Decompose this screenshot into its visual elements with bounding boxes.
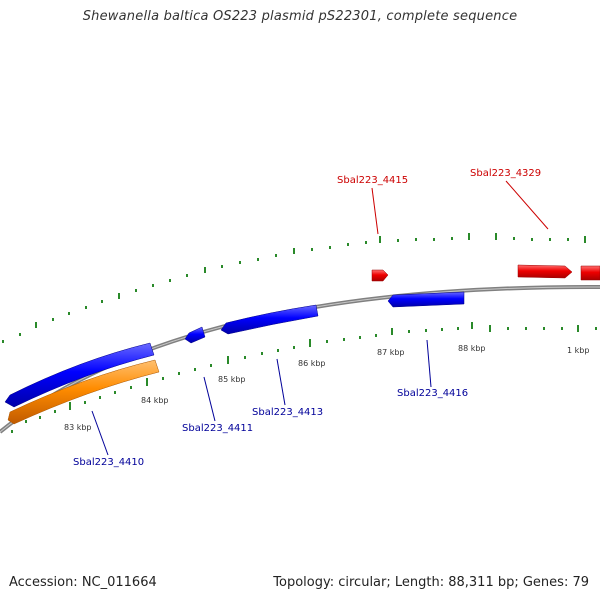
reverse-strand-genes: [4, 291, 465, 425]
tick-label-1kbp: 1 kbp: [567, 346, 589, 355]
gene-forward-edge[interactable]: [580, 265, 600, 281]
gene-label-sbal223-4415: Sbal223_4415: [337, 175, 408, 186]
accession-label: Accession: NC_011664: [9, 575, 157, 590]
tick-label-84kbp: 84 kbp: [141, 396, 169, 405]
gene-label-sbal223-4411: Sbal223_4411: [182, 423, 253, 434]
gene-sbal223-4410-orange[interactable]: [7, 359, 160, 425]
tick-label-85kbp: 85 kbp: [218, 375, 246, 384]
gene-label-sbal223-4410: Sbal223_4410: [73, 457, 144, 468]
topology-label: Topology: circular; Length: 88,311 bp; G…: [273, 575, 589, 590]
outer-tick-ring: [2, 233, 586, 343]
gene-sbal223-4411[interactable]: [184, 326, 206, 344]
tick-label-87kbp: 87 kbp: [377, 348, 405, 357]
gene-sbal223-4416[interactable]: [387, 291, 465, 308]
label-leader-lines: [91, 180, 549, 456]
gene-label-sbal223-4416: Sbal223_4416: [397, 388, 468, 399]
gene-sbal223-4329[interactable]: [517, 264, 573, 279]
forward-strand-genes: [371, 264, 600, 282]
map-title: Shewanella baltica OS223 plasmid pS22301…: [82, 9, 518, 24]
inner-tick-ring: [11, 322, 597, 433]
tick-label-86kbp: 86 kbp: [298, 359, 326, 368]
gene-sbal223-4410-blue[interactable]: [4, 342, 155, 408]
gene-label-sbal223-4413: Sbal223_4413: [252, 407, 323, 418]
tick-label-88kbp: 88 kbp: [458, 344, 486, 353]
gene-label-sbal223-4329: Sbal223_4329: [470, 168, 541, 179]
tick-label-83kbp: 83 kbp: [64, 423, 92, 432]
gene-sbal223-4415[interactable]: [371, 269, 389, 282]
gene-sbal223-4413[interactable]: [220, 304, 319, 335]
